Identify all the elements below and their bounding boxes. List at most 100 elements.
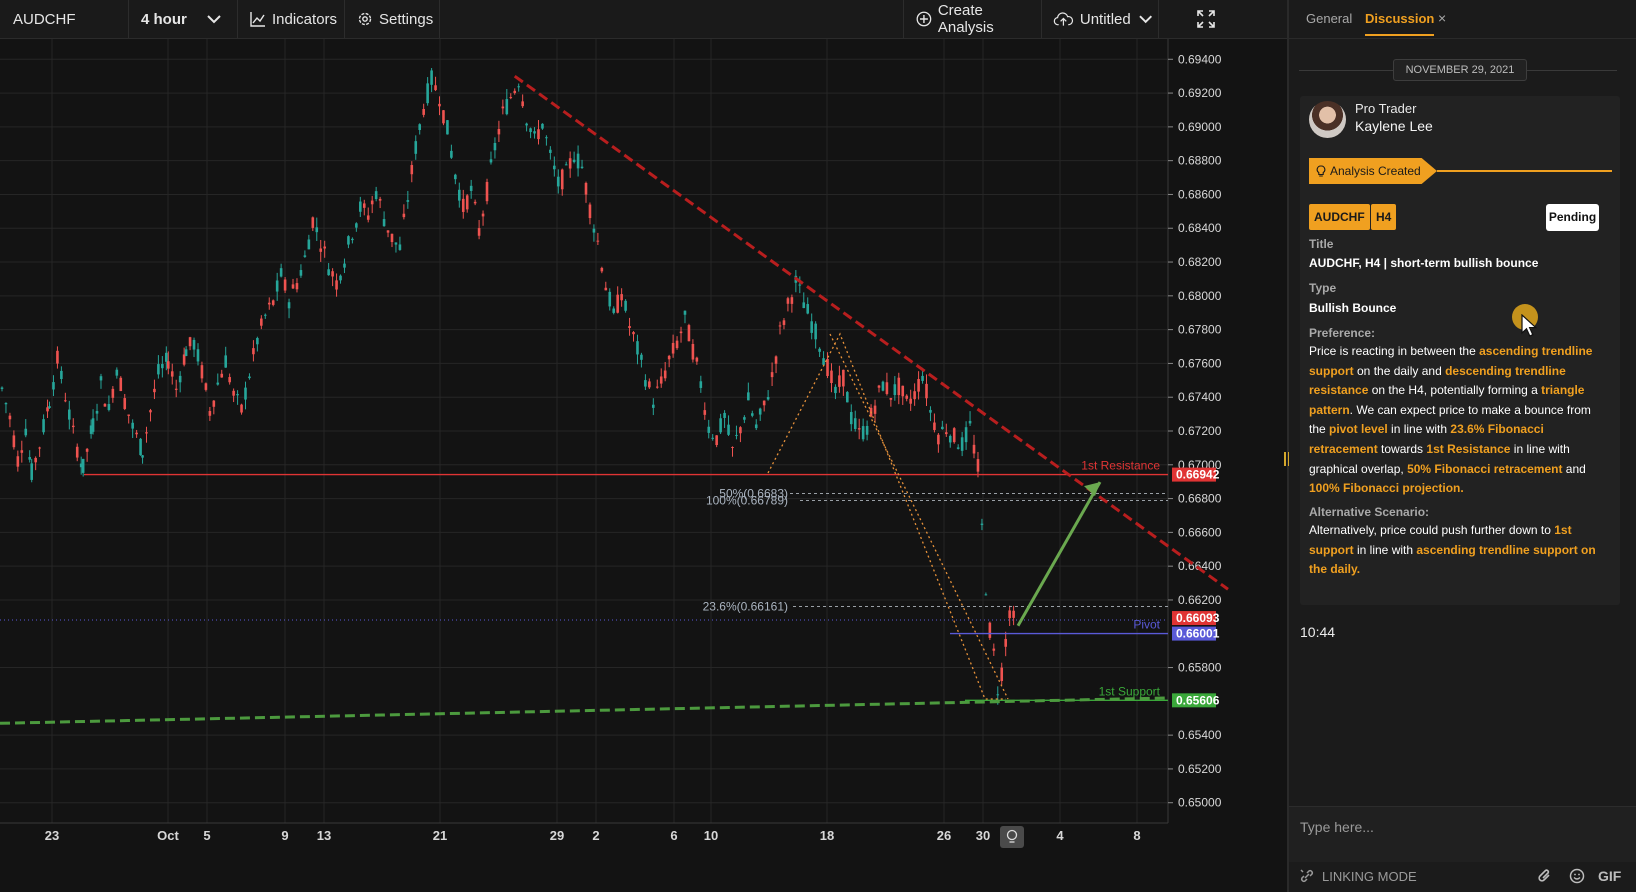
time-tick-label: 13 — [317, 828, 331, 843]
candle-body — [1008, 610, 1011, 619]
candle-body — [216, 382, 220, 385]
candle-body — [91, 418, 95, 432]
candle-body — [667, 355, 671, 360]
symbol-selector[interactable]: AUDCHF — [0, 0, 129, 38]
tab-discussion[interactable]: Discussion — [1365, 11, 1435, 36]
candle-body — [248, 376, 251, 379]
candle-body — [549, 149, 552, 153]
price-tick-label: 0.69200 — [1178, 86, 1222, 100]
chat-input[interactable] — [1300, 815, 1620, 839]
time-tick-label: 23 — [45, 828, 59, 843]
candle-body — [509, 97, 513, 99]
create-analysis-label: Create Analysis — [937, 2, 994, 36]
candle-body — [921, 375, 924, 381]
candle-body — [964, 427, 968, 443]
candle-body — [972, 444, 976, 454]
avatar[interactable] — [1309, 101, 1346, 138]
candle-body — [525, 123, 528, 126]
preference_text-segment: in line with — [1387, 422, 1451, 437]
time-tick-label: 21 — [433, 828, 447, 843]
candle-body — [127, 414, 130, 416]
chart-canvas[interactable]: 0.69400 0.69200 0.69000 0.68800 0.68600 0.684… — [0, 39, 1287, 892]
candle-body — [584, 182, 588, 195]
candle-body — [857, 428, 861, 430]
indicators-label: Indicators — [272, 10, 338, 28]
candle-body — [659, 376, 663, 384]
linking-mode-toggle[interactable]: LINKING MODE — [1299, 868, 1417, 884]
attachment-icon[interactable] — [1538, 868, 1552, 884]
candle-body — [782, 320, 786, 325]
candle-body — [271, 300, 275, 305]
projection-arrow-line — [1016, 481, 1102, 627]
candle-body — [161, 364, 164, 369]
fib-level-label: 23.6%(0.66161) — [703, 600, 788, 614]
panel-divider[interactable] — [1287, 0, 1289, 892]
candle-body — [228, 377, 231, 383]
candle-body — [572, 159, 576, 163]
candle-body — [75, 446, 79, 458]
candle-body — [64, 400, 67, 402]
candle-body — [802, 302, 806, 309]
candle-body — [723, 412, 726, 418]
candle-body — [402, 213, 406, 218]
candle-body — [624, 300, 627, 311]
preference_text-segment: pivot level — [1329, 422, 1388, 437]
tab-general[interactable]: General — [1306, 11, 1353, 26]
candle-body — [580, 166, 584, 168]
support-trendline — [0, 696, 1169, 725]
candle-body — [909, 398, 912, 404]
candle-body — [984, 594, 988, 596]
candle-body — [323, 246, 326, 249]
candle-body — [988, 622, 992, 638]
level-name: 1st Resistance — [1081, 459, 1160, 473]
candle-body — [359, 201, 362, 212]
candle-body — [208, 411, 212, 416]
candle-body — [20, 450, 24, 453]
candle-body — [814, 323, 817, 340]
create-analysis-button[interactable]: Create Analysis — [903, 0, 1042, 38]
candle-body — [362, 203, 366, 208]
candle-body — [220, 373, 224, 378]
status-ribbon-label: Analysis Created — [1330, 164, 1421, 178]
candle-body — [695, 357, 699, 362]
candle-body — [731, 447, 734, 449]
candle-body — [477, 228, 481, 236]
symbol-tag[interactable]: AUDCHF — [1309, 204, 1370, 230]
price-chart[interactable]: 0.69400 0.69200 0.69000 0.68800 0.68600 0.684… — [0, 39, 1287, 892]
candle-body — [335, 280, 338, 290]
candle-body — [568, 158, 572, 169]
preference_text-segment: on the H4, potentially forming a — [1368, 383, 1542, 398]
close-icon[interactable]: × — [1438, 10, 1447, 26]
layout-name: Untitled — [1079, 10, 1131, 28]
candle-body — [711, 437, 714, 439]
candle-body — [414, 141, 418, 154]
time-tick-label: 10 — [704, 828, 718, 843]
layout-dropdown[interactable]: Untitled — [1042, 0, 1159, 38]
candle-body — [299, 270, 303, 276]
preference_text-segment: ascending trendline support — [1309, 344, 1593, 378]
candle-body — [675, 340, 679, 349]
candle-body — [754, 424, 758, 429]
title-value: AUDCHF, H4 | short-term bullish bounce — [1309, 256, 1539, 270]
projection-arrow-head — [1084, 482, 1100, 497]
fib-level-label: 100%(0.66789) — [706, 493, 788, 507]
indicators-button[interactable]: Indicators — [238, 0, 345, 38]
gif-button[interactable]: GIF — [1598, 868, 1622, 884]
emoji-icon[interactable] — [1569, 868, 1585, 884]
candle-body — [28, 457, 32, 460]
author-name[interactable]: Kaylene Lee — [1355, 118, 1433, 134]
candle-body — [750, 413, 754, 416]
price-tick-label: 0.65800 — [1178, 661, 1222, 675]
author-role: Pro Trader — [1355, 101, 1417, 116]
candle-body — [545, 137, 548, 139]
title-label: Title — [1309, 237, 1334, 251]
candle-body — [182, 354, 186, 365]
candle-body — [458, 189, 461, 201]
candle-body — [355, 223, 358, 228]
timeframe-tag[interactable]: H4 — [1371, 204, 1397, 230]
time-tick-label: 30 — [976, 828, 990, 843]
interval-dropdown[interactable]: 4 hour — [129, 0, 238, 38]
settings-button[interactable]: Settings — [345, 0, 440, 38]
candle-body — [885, 382, 889, 394]
fullscreen-button[interactable] — [1188, 0, 1230, 38]
